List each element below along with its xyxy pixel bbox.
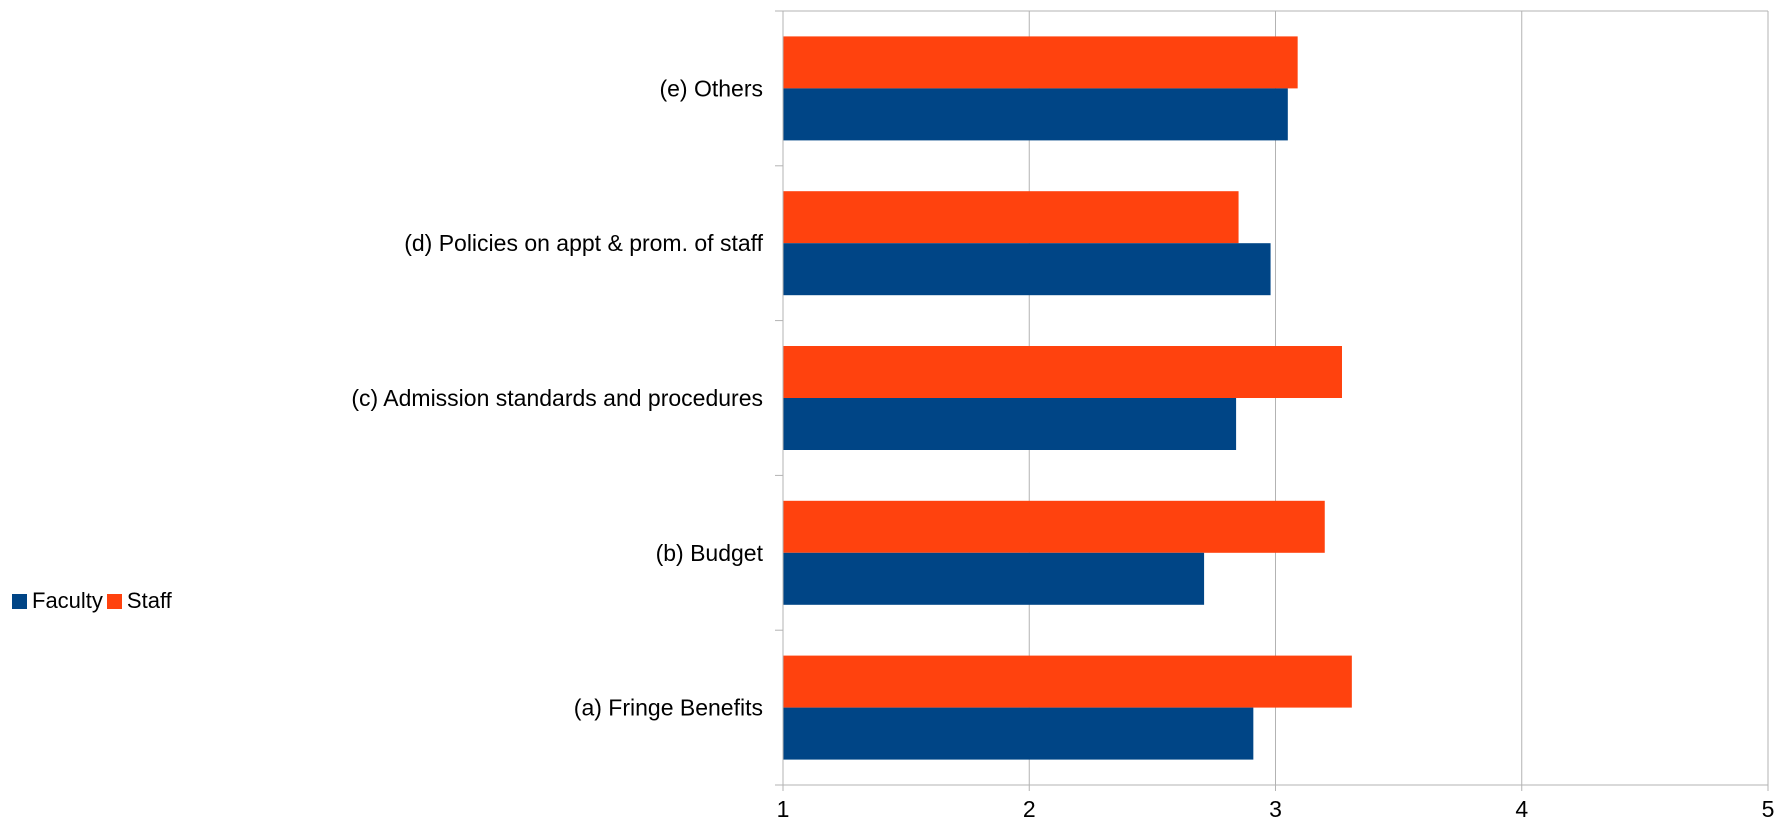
x-tick-label: 2: [1023, 796, 1036, 822]
legend-swatch-faculty: [12, 593, 27, 609]
x-tick-label: 4: [1515, 796, 1528, 822]
x-tick-label: 1: [777, 796, 790, 822]
bar-staff: [783, 655, 1352, 708]
legend-label-staff: Staff: [126, 588, 172, 613]
category-label: (d) Policies on appt & prom. of staff: [404, 230, 763, 256]
category-label: (e) Others: [659, 75, 763, 101]
legend-item-staff: Staff: [106, 588, 172, 614]
axes: [775, 10, 1769, 791]
legend-label-faculty: Faculty: [32, 588, 103, 613]
bar-staff: [783, 346, 1342, 398]
category-label: (a) Fringe Benefits: [574, 695, 763, 721]
bars: [783, 36, 1352, 760]
labels: 1 2 3 4 5 (a) Fringe Benefits (b) Budget (c) Ad…: [351, 75, 1774, 822]
x-tick-label: 5: [1762, 796, 1775, 822]
bar-faculty: [783, 707, 1254, 760]
bar-faculty: [783, 398, 1237, 450]
bar-staff: [783, 36, 1298, 89]
bar-staff: [783, 191, 1239, 244]
bar-faculty: [783, 552, 1205, 605]
legend: Faculty Staff: [12, 588, 176, 614]
category-label: (b) Budget: [656, 540, 764, 566]
x-tick-label: 3: [1269, 796, 1282, 822]
legend-swatch-staff: [106, 593, 122, 609]
bar-faculty: [783, 243, 1271, 296]
bar-faculty: [783, 88, 1288, 141]
category-label: (c) Admission standards and procedures: [351, 385, 763, 411]
legend-item-faculty: Faculty: [12, 588, 103, 614]
bar-staff: [783, 500, 1325, 553]
